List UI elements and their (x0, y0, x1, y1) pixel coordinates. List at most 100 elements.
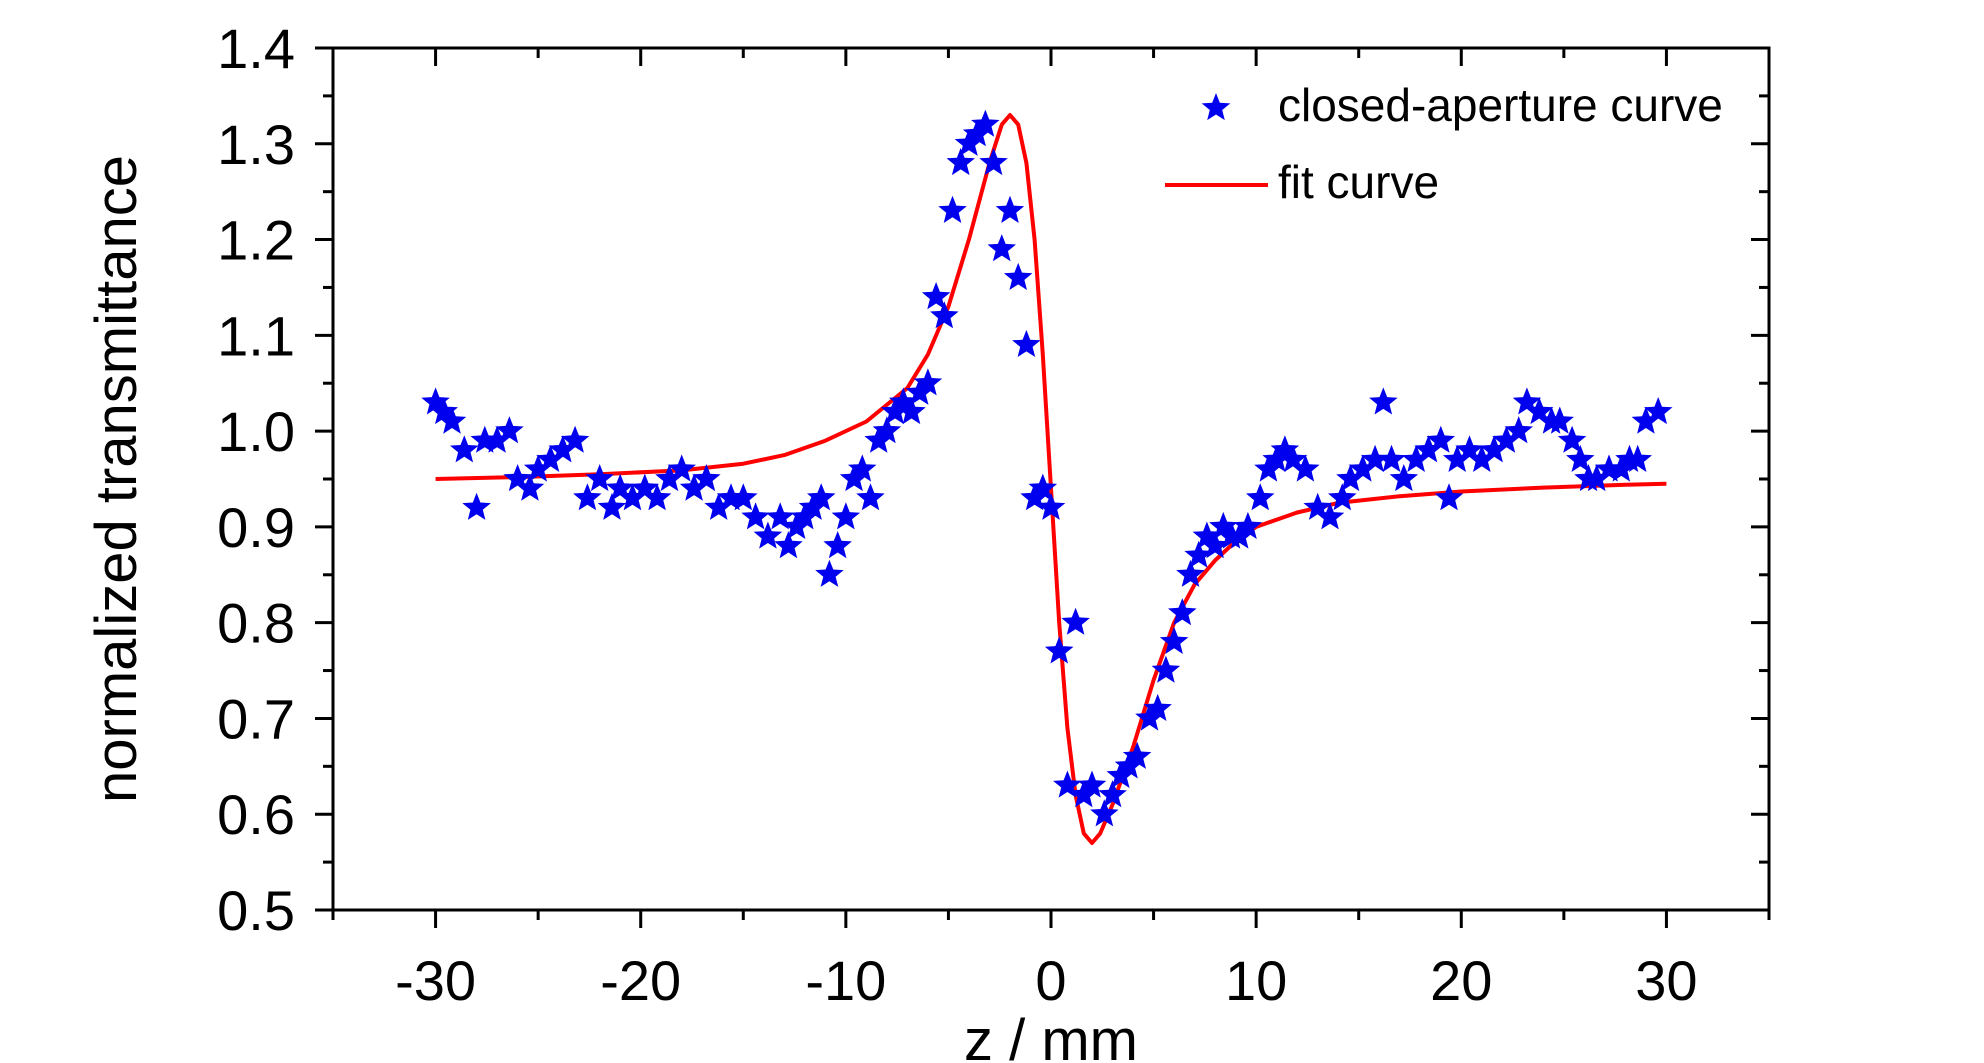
y-axis-title: normalized transmittance (84, 155, 149, 803)
data-point-star (462, 492, 491, 520)
data-point-star (1401, 444, 1431, 472)
data-point-star (848, 454, 877, 482)
data-point-star (1426, 425, 1455, 453)
x-axis-tick-labels: -30 -20 -10 0 10 20 30 (395, 949, 1697, 1012)
y-tick-label: 0.8 (217, 592, 295, 655)
data-point-star (1053, 770, 1082, 798)
data-point-star (864, 425, 893, 453)
data-point-star (823, 531, 852, 559)
x-tick-label: 0 (1035, 949, 1066, 1012)
data-point-star (482, 425, 512, 453)
data-point-star (782, 511, 811, 539)
x-axis-ticks (331, 48, 1771, 928)
legend-star-icon (1201, 93, 1231, 121)
x-tick-label: 10 (1225, 949, 1287, 1012)
y-tick-label: 0.9 (217, 496, 295, 559)
y-axis-ticks (315, 46, 1769, 912)
data-point-star (1442, 444, 1472, 472)
data-point-star (1291, 454, 1320, 482)
data-point-star (618, 483, 647, 511)
y-tick-label: 1.0 (217, 400, 295, 463)
data-point-star (753, 521, 783, 549)
data-point-star (704, 492, 733, 520)
data-point-star (1479, 435, 1509, 463)
data-point-star (1512, 387, 1542, 415)
data-point-star (1159, 626, 1189, 654)
data-point-star (1328, 483, 1357, 511)
data-point-star (954, 128, 984, 156)
data-point-star (1631, 406, 1661, 434)
data-point-star (1090, 799, 1119, 827)
data-point-star (913, 368, 943, 396)
data-point-star (1434, 483, 1464, 511)
y-tick-label: 1.1 (217, 304, 295, 367)
data-point-star (503, 464, 532, 492)
data-point-star (421, 387, 450, 415)
data-point-star (1607, 454, 1636, 482)
x-tick-label: -10 (805, 949, 886, 1012)
data-point-star (1077, 770, 1107, 798)
data-point-star (1036, 492, 1066, 520)
data-point-star (1262, 444, 1291, 472)
data-point-star (946, 147, 975, 176)
data-point-star (1525, 397, 1554, 425)
data-point-star (1012, 329, 1041, 357)
data-point-star (1582, 464, 1611, 492)
data-point-star (1200, 531, 1230, 559)
data-point-star (470, 425, 500, 453)
data-point-star (971, 109, 1000, 137)
y-tick-label: 0.6 (217, 783, 295, 846)
data-point-star (1254, 454, 1283, 482)
x-tick-label: 20 (1430, 949, 1492, 1012)
data-point-star (1135, 703, 1164, 731)
x-tick-label: -30 (395, 949, 476, 1012)
y-axis-tick-labels: 0.5 0.6 0.7 0.8 0.9 1.0 1.1 1.2 1.3 1.4 (217, 17, 295, 942)
data-point-star (1192, 521, 1222, 549)
data-point-star (790, 502, 820, 530)
data-point-star (1414, 435, 1443, 463)
data-point-star (930, 301, 959, 329)
x-axis-title: z / mm (964, 1008, 1138, 1063)
data-point-star (979, 147, 1008, 176)
data-point-star (655, 464, 684, 492)
data-point-star (897, 397, 926, 425)
data-point-star (1303, 492, 1332, 520)
x-tick-label: 30 (1635, 949, 1697, 1012)
data-point-star (560, 425, 590, 453)
data-point-star (429, 397, 458, 425)
data-point-star (1348, 454, 1378, 482)
data-point-star (630, 473, 660, 501)
data-point-star (716, 483, 746, 511)
data-point-star (1336, 464, 1365, 492)
data-point-star (856, 483, 885, 511)
data-point-star (765, 502, 795, 530)
data-point-star (585, 464, 614, 492)
data-point-star (905, 377, 934, 405)
data-point-star (437, 406, 467, 434)
legend: closed-aperture curve fit curve (1165, 79, 1723, 208)
data-point-star (1028, 473, 1058, 501)
data-point-star (1044, 636, 1074, 664)
data-point-star (1270, 435, 1300, 463)
data-point-star (1098, 780, 1127, 808)
data-point-star (1644, 397, 1673, 425)
data-point-star (692, 464, 721, 492)
data-point-star (774, 531, 803, 559)
x-tick-label: -20 (600, 949, 681, 1012)
data-point-star (667, 454, 696, 482)
data-point-star (548, 435, 577, 463)
data-point-star (1360, 444, 1390, 472)
data-point-star (642, 483, 672, 511)
data-point-star (962, 119, 992, 147)
data-point-star (807, 483, 836, 511)
data-point-star (1209, 511, 1238, 539)
y-tick-label: 1.3 (217, 113, 295, 176)
y-tick-label: 1.2 (217, 209, 295, 272)
data-point-star (1369, 387, 1398, 415)
data-point-star (995, 195, 1025, 223)
data-point-star (523, 454, 553, 482)
data-point-star (1557, 425, 1587, 453)
data-point-star (1151, 655, 1181, 683)
data-point-star (515, 473, 545, 501)
